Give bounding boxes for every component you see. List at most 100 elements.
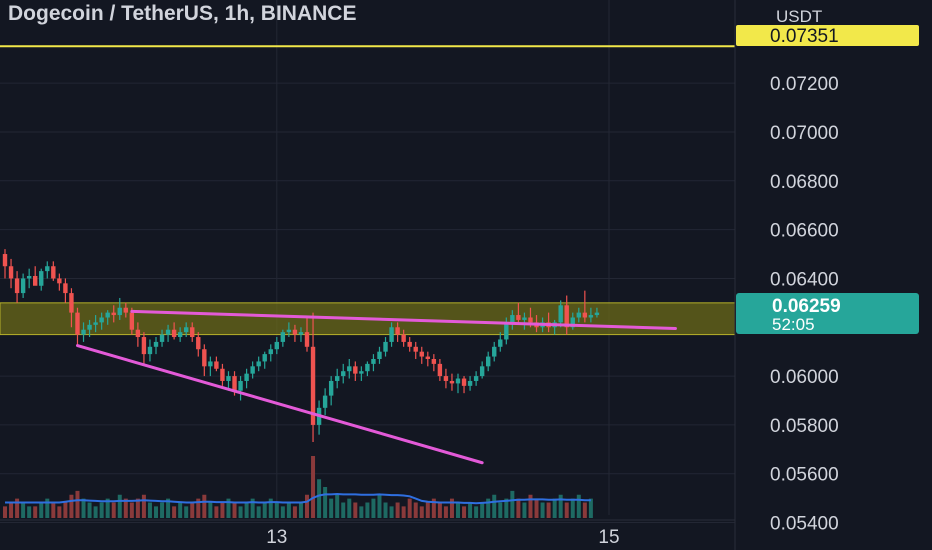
last-price-badge[interactable]: 0.06259 52:05: [736, 293, 919, 334]
candle-body: [268, 349, 273, 355]
price-tick-label: 0.07000: [770, 123, 839, 144]
candle-body: [401, 334, 406, 342]
candle-body: [353, 366, 358, 374]
volume-bar: [166, 498, 171, 518]
volume-bar: [383, 502, 388, 518]
volume-bar: [516, 498, 521, 518]
candle-body: [232, 376, 237, 391]
candle-body: [256, 361, 261, 367]
price-tick-label: 0.06600: [770, 221, 839, 242]
time-axis[interactable]: 13 15: [0, 519, 735, 548]
volume-bar: [305, 494, 309, 518]
volume-bar: [492, 494, 497, 518]
volume-bar: [75, 490, 80, 518]
volume-ma-line: [5, 492, 591, 505]
candle-body: [298, 332, 304, 335]
candle-body: [14, 278, 20, 294]
candle-body: [335, 376, 340, 381]
volume-bar: [365, 502, 370, 518]
volume-bar: [51, 502, 56, 518]
volume-bar: [256, 506, 261, 518]
candle-body: [443, 376, 449, 381]
volume-bar: [552, 498, 557, 518]
candle-body: [473, 376, 479, 381]
candle-body: [220, 368, 225, 381]
volume-bar: [208, 502, 213, 518]
volume-bar: [123, 498, 128, 518]
candle-body: [377, 351, 382, 359]
candle-body: [413, 346, 418, 352]
candle-body: [455, 378, 461, 384]
volume-bar: [504, 498, 509, 518]
volume-bar: [582, 502, 587, 518]
volume-bar: [329, 498, 334, 518]
price-axis[interactable]: 0.07200 0.07000 0.06800 0.06600 0.06400 0.060…: [734, 0, 839, 550]
volume-bar: [353, 502, 358, 518]
volume-bar: [480, 502, 485, 518]
volume-bar: [323, 487, 328, 518]
trendlines[interactable]: [75, 309, 677, 465]
candle-body: [202, 349, 207, 367]
candle-body: [419, 351, 424, 357]
candle-body: [486, 356, 491, 367]
candle-body: [238, 380, 243, 391]
candle-body: [129, 312, 135, 330]
alert-price-value: 0.07351: [770, 26, 839, 47]
volume-bar: [401, 506, 406, 518]
volume-bar: [57, 506, 62, 518]
candle-body: [322, 395, 328, 408]
volume-bar: [298, 502, 303, 518]
candle-body: [522, 317, 527, 320]
candle-body: [214, 361, 219, 369]
volume-bar: [3, 506, 7, 518]
grid: [0, 0, 735, 524]
support-trendline: [75, 344, 484, 465]
volume-bar: [341, 502, 346, 518]
volume-bar: [558, 494, 563, 518]
candle-body: [190, 327, 195, 338]
resistance-trendline: [130, 309, 677, 330]
candle-body: [365, 363, 370, 372]
candle-body: [479, 366, 485, 377]
volume-bar: [69, 494, 74, 518]
candle-body: [274, 341, 279, 350]
symbol-title: Dogecoin / TetherUS, 1h, BINANCE: [8, 2, 357, 25]
alert-price-badge[interactable]: 0.07351: [736, 25, 919, 47]
candle-body: [57, 278, 62, 284]
volume-bar: [443, 506, 448, 518]
candle-body: [570, 317, 575, 328]
volume-bar: [172, 506, 177, 518]
volume-bar: [129, 502, 134, 518]
candle-body: [262, 354, 267, 362]
candle-body: [407, 341, 412, 347]
volume-bar: [377, 494, 382, 518]
candle-body: [159, 334, 165, 342]
volume-bar: [135, 498, 140, 518]
candle-body: [51, 266, 56, 279]
candle-body: [582, 312, 588, 318]
candle-body: [347, 366, 352, 372]
price-tick-label: 0.05800: [770, 416, 839, 437]
volume-bar: [389, 506, 394, 518]
candle-body: [510, 315, 515, 323]
volume-bar: [510, 490, 515, 518]
candle-body: [528, 317, 533, 323]
volume-bar: [274, 502, 279, 518]
volume-bar: [437, 502, 442, 518]
volume-bar: [498, 502, 503, 518]
volume-bar: [214, 506, 219, 518]
price-tick-label: 0.06000: [770, 367, 839, 388]
candle-body: [208, 361, 213, 367]
volume-bar: [522, 502, 527, 518]
candle-body: [153, 341, 159, 347]
candle-body: [492, 346, 497, 357]
price-tick-label: 0.06800: [770, 172, 839, 193]
candle-body: [467, 380, 473, 386]
volume-bar: [311, 456, 316, 518]
candle-body: [516, 315, 521, 320]
candle-body: [33, 276, 38, 286]
volume-bar: [292, 506, 297, 518]
last-price-badge-bg: [736, 293, 919, 334]
